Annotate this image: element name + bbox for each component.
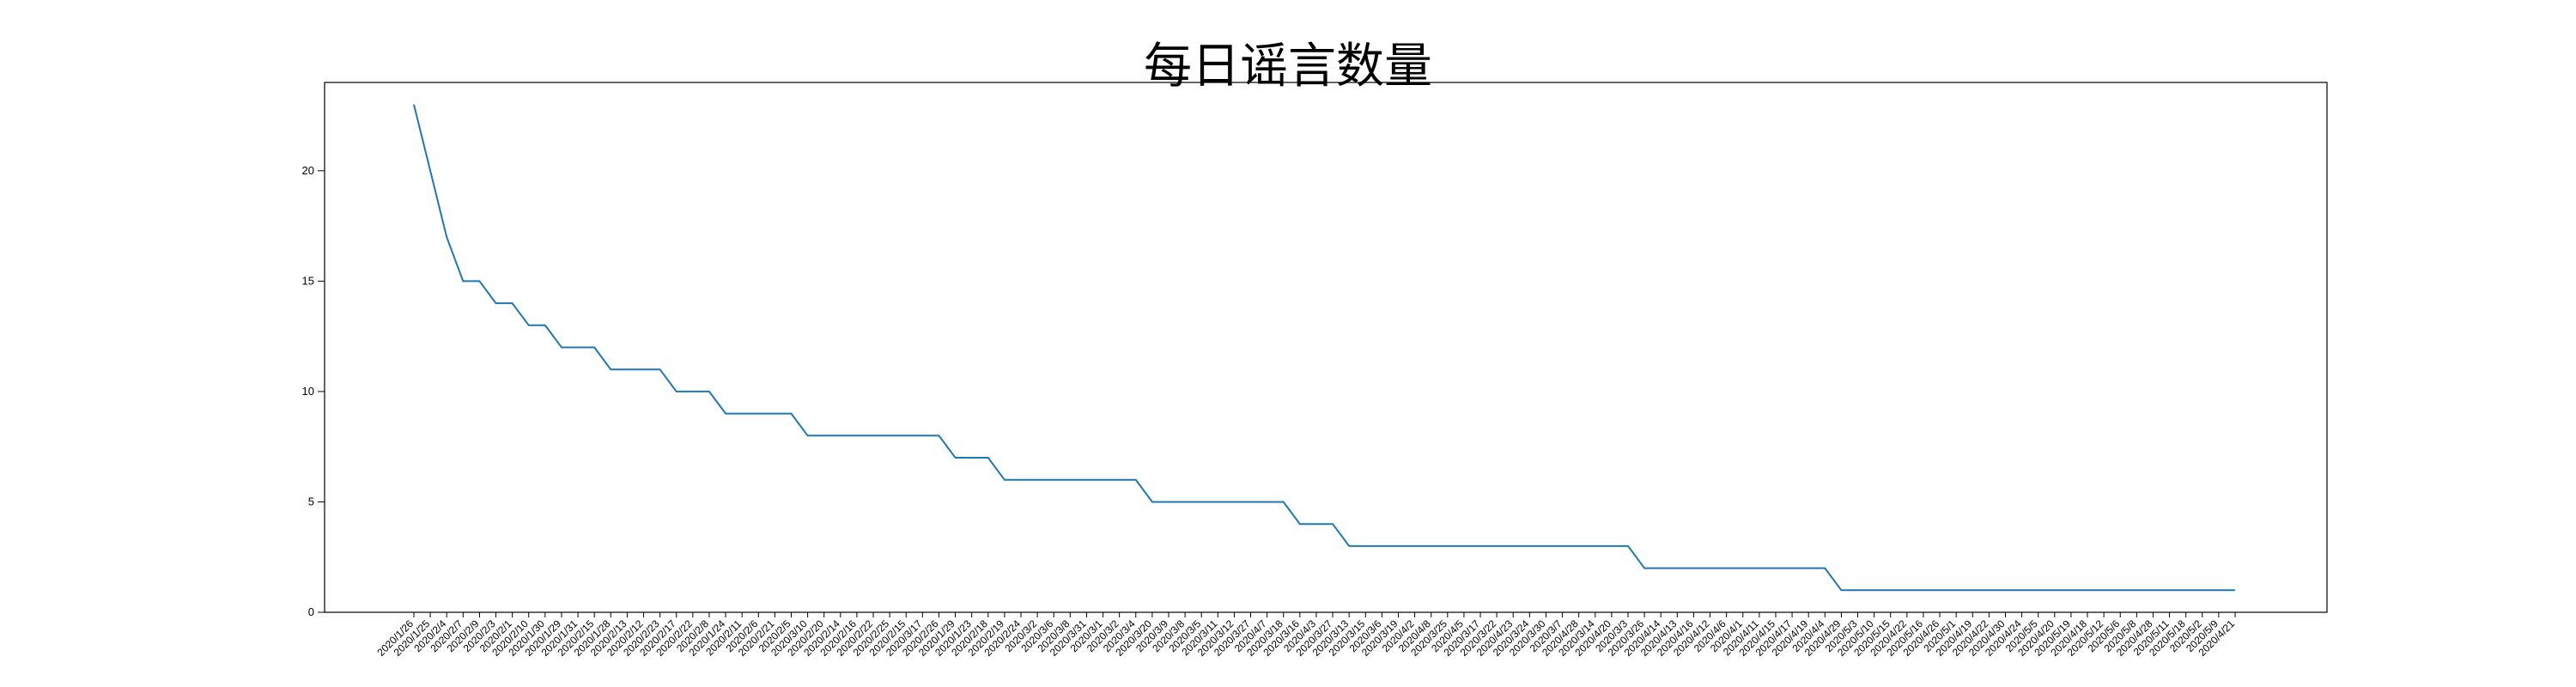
chart-title: 每日谣言数量 <box>1144 39 1432 94</box>
series-group <box>413 104 2235 592</box>
y-tick-label: 10 <box>302 385 314 398</box>
y-tick-label: 5 <box>308 495 314 508</box>
y-tick-label: 0 <box>308 605 314 618</box>
y-axis: 0 5 10 15 20 <box>302 164 325 618</box>
y-tick-label: 15 <box>302 274 314 287</box>
series-line <box>413 104 2235 592</box>
plot-area-frame <box>324 82 2328 613</box>
y-tick-label: 20 <box>302 164 314 177</box>
x-axis: 2020/1/262020/1/252020/2/42020/2/72020/2… <box>374 612 2237 659</box>
